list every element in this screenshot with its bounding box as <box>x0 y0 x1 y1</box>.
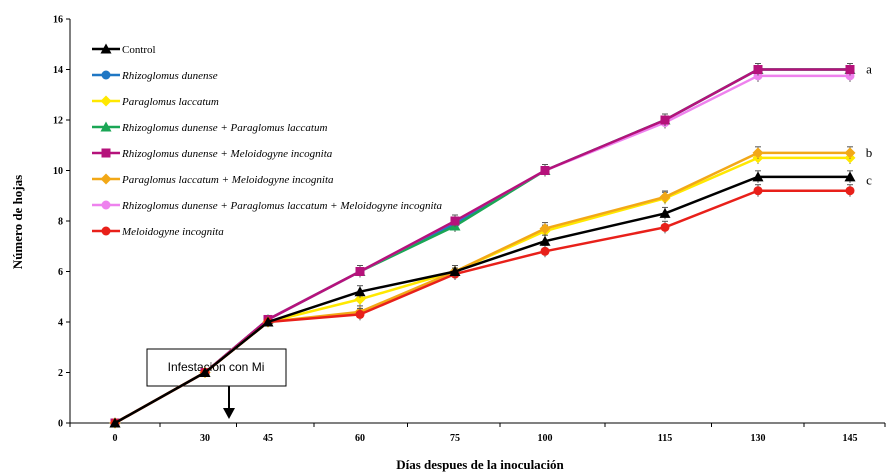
data-point-marker <box>101 200 111 210</box>
y-tick-label: 6 <box>58 267 63 278</box>
legend-label: Paraglomus laccatum <box>121 96 219 108</box>
legend-label: Rhizoglomus dunense + Paraglomus laccatu… <box>121 122 327 134</box>
data-point-marker <box>660 222 670 232</box>
legend-entry: Rhizoglomus dunense + Meloidogyne incogn… <box>92 148 333 160</box>
legend-entry: Control <box>92 43 156 56</box>
data-point-marker <box>100 95 112 107</box>
y-tick-label: 0 <box>58 419 63 430</box>
annotation-text: Infestación con Mi <box>168 360 265 374</box>
data-point-marker <box>845 186 855 196</box>
data-point-marker <box>101 148 111 158</box>
data-point-marker <box>753 186 763 196</box>
legend-entry: Rhizoglomus dunense + Paraglomus laccatu… <box>92 200 443 212</box>
legend-entry: Rhizoglomus dunense <box>92 70 218 82</box>
x-tick-label: 145 <box>843 433 858 444</box>
x-tick-label: 45 <box>263 433 273 444</box>
data-point-marker <box>845 65 855 74</box>
y-tick-label: 16 <box>53 15 63 26</box>
data-point-marker <box>659 191 671 203</box>
data-point-marker <box>539 223 551 235</box>
y-tick-label: 2 <box>58 368 63 379</box>
data-point-marker <box>753 65 763 74</box>
significance-letters: a bc <box>866 62 873 188</box>
tick-labels: 0 2 4 6 8 10 12 14 16 0 30 45 60 75 100 115 130 145 <box>53 15 886 444</box>
series-0 <box>109 170 856 428</box>
data-point-marker <box>101 226 111 236</box>
legend-label: Rhizoglomus dunense + Paraglomus laccatu… <box>121 200 443 212</box>
x-tick-label: 100 <box>538 433 553 444</box>
data-point-marker <box>752 147 764 159</box>
legend-entry: Rhizoglomus dunense + Paraglomus laccatu… <box>92 121 327 134</box>
series-group <box>109 63 856 429</box>
data-point-marker <box>199 367 211 377</box>
significance-letter: a <box>866 62 872 77</box>
x-tick-label: 75 <box>450 433 460 444</box>
y-tick-label: 8 <box>58 217 63 228</box>
data-point-marker <box>450 216 460 226</box>
legend-label: Paraglomus laccatum + Meloidogyne incogn… <box>121 174 334 186</box>
data-point-marker <box>354 286 366 297</box>
legend: Control Rhizoglomus dunense Paraglomus lac… <box>92 43 443 238</box>
data-point-marker <box>355 309 365 319</box>
data-point-marker <box>101 70 111 80</box>
data-point-marker <box>844 147 856 159</box>
series-7 <box>110 184 855 428</box>
data-point-marker <box>540 246 550 256</box>
legend-entry: Meloidogyne incognita <box>92 226 224 238</box>
legend-label: Control <box>122 44 156 56</box>
series-2 <box>109 151 856 429</box>
y-tick-label: 14 <box>53 65 63 76</box>
annotation: Infestación con Mi <box>146 348 287 419</box>
data-point-marker <box>262 316 274 327</box>
y-tick-label: 4 <box>58 318 63 329</box>
legend-label: Meloidogyne incognita <box>121 226 224 238</box>
annotation-box <box>146 348 287 387</box>
data-point-marker <box>100 121 112 132</box>
data-point-marker <box>659 207 671 218</box>
data-point-marker <box>540 166 550 175</box>
x-tick-label: 130 <box>751 433 766 444</box>
annotation-arrowhead <box>223 408 235 419</box>
data-point-marker <box>109 417 121 428</box>
data-point-marker <box>355 267 365 276</box>
significance-letter: c <box>866 173 872 188</box>
legend-label: Rhizoglomus dunense <box>121 70 218 82</box>
data-point-marker <box>354 293 366 305</box>
y-tick-label: 12 <box>53 116 63 127</box>
data-point-marker <box>752 171 764 182</box>
data-point-marker <box>660 115 670 125</box>
x-tick-label: 115 <box>658 433 672 444</box>
data-point-marker <box>844 171 856 182</box>
x-tick-label: 0 <box>113 433 118 444</box>
data-point-marker <box>100 43 112 54</box>
significance-letter: b <box>866 145 873 160</box>
y-tick-label: 10 <box>53 166 63 177</box>
x-axis-title: Días despues de la inoculación <box>396 457 564 472</box>
legend-entry: Paraglomus laccatum <box>92 95 219 108</box>
data-point-marker <box>449 266 461 276</box>
data-point-marker <box>100 173 112 185</box>
data-point-marker <box>539 235 551 246</box>
x-tick-label: 30 <box>200 433 210 444</box>
legend-label: Rhizoglomus dunense + Meloidogyne incogn… <box>121 148 333 160</box>
y-axis-title: Número de hojas <box>10 175 25 269</box>
x-tick-label: 60 <box>355 433 365 444</box>
legend-entry: Paraglomus laccatum + Meloidogyne incogn… <box>92 173 334 186</box>
series-line <box>114 189 850 425</box>
